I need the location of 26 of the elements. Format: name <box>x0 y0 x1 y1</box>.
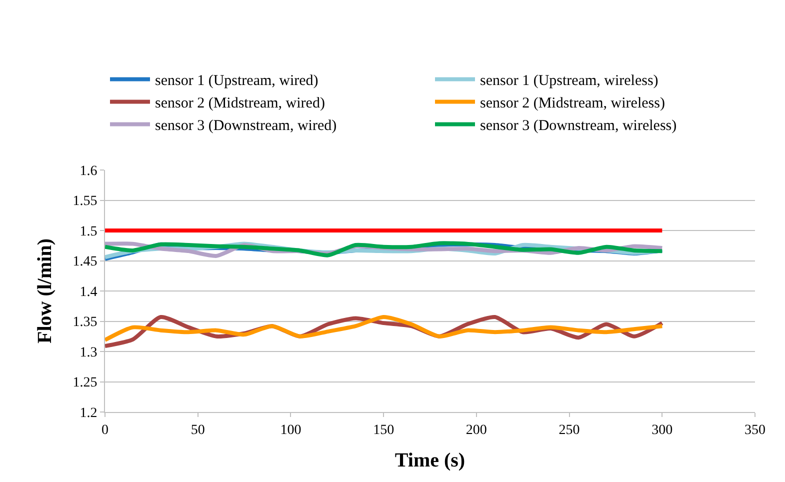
y-tick-label: 1.45 <box>72 254 98 270</box>
legend-label: sensor 3 (Downstream, wireless) <box>480 118 677 134</box>
y-tick-label: 1.2 <box>80 406 98 421</box>
y-tick-label: 1.3 <box>80 345 98 360</box>
x-tick-label: 250 <box>558 422 580 438</box>
y-tick-label: 1.25 <box>72 376 98 391</box>
x-axis-title: Time (s) <box>394 449 466 472</box>
x-tick-label: 100 <box>280 422 302 438</box>
legend-label: sensor 2 (Midstream, wireless) <box>480 96 665 112</box>
x-tick-label: 300 <box>652 422 673 438</box>
legend-label: sensor 3 (Downstream, wired) <box>155 118 337 134</box>
x-tick-label: 0 <box>102 422 108 438</box>
y-tick-label: 1.35 <box>72 315 98 330</box>
x-tick-label: 50 <box>190 422 205 438</box>
y-tick-label: 1.5 <box>80 224 98 240</box>
x-tick-label: 200 <box>466 422 487 438</box>
y-axis-title: Flow (l/min) <box>34 238 56 344</box>
y-tick-label: 1.4 <box>80 284 98 300</box>
y-tick-label: 1.6 <box>80 164 98 179</box>
x-tick-label: 150 <box>373 422 394 438</box>
legend-label: sensor 1 (Upstream, wireless) <box>480 73 658 90</box>
x-tick-label: 350 <box>744 422 766 438</box>
legend-label: sensor 2 (Midstream, wired) <box>155 96 325 112</box>
legend-label: sensor 1 (Upstream, wired) <box>155 73 318 90</box>
y-tick-label: 1.55 <box>72 194 98 210</box>
line-series <box>105 315 664 342</box>
